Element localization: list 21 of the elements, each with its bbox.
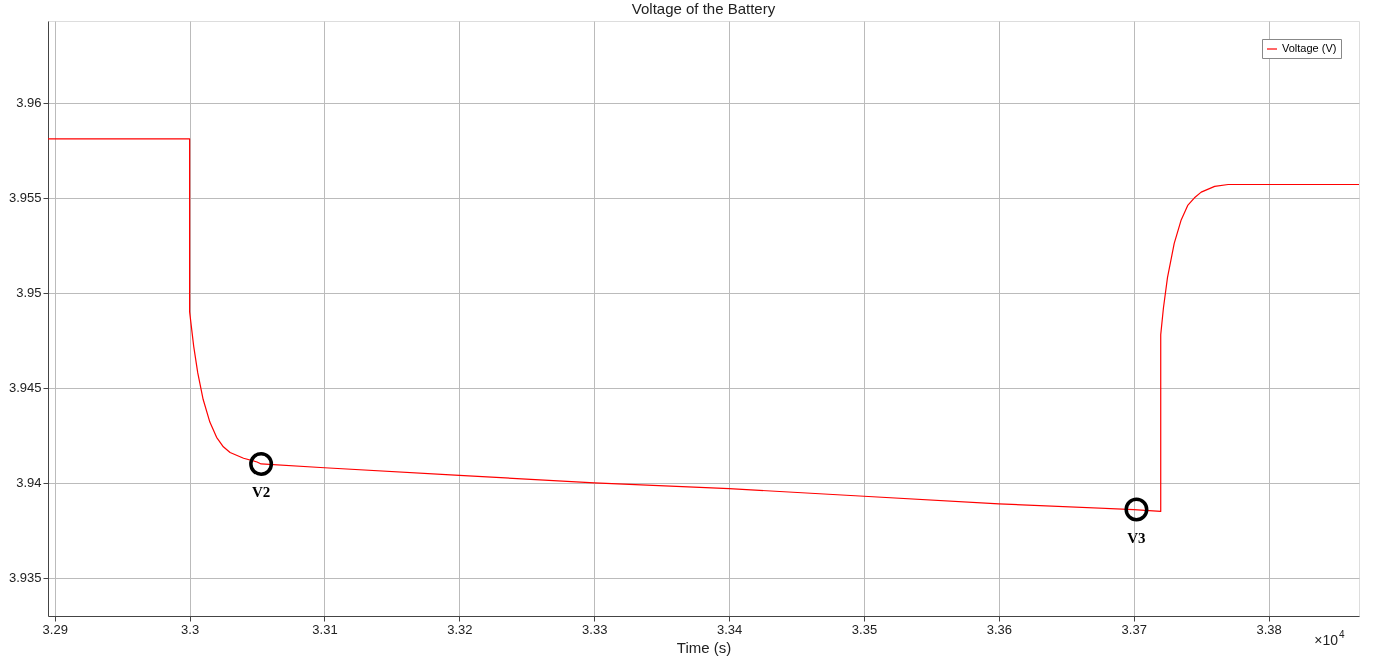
y-tick-label: 3.955 <box>8 190 42 206</box>
x-tick-label: 3.35 <box>851 621 878 637</box>
y-tick-label: 3.96 <box>16 95 42 111</box>
x-tick-label: 3.3 <box>181 621 200 637</box>
y-tick-label: 3.945 <box>8 380 42 396</box>
y-tick-label: 3.94 <box>16 475 42 491</box>
x-tick-label: 3.29 <box>42 621 68 637</box>
legend-label: Voltage (V) <box>1282 42 1337 54</box>
x-tick-label: 3.32 <box>447 621 473 637</box>
x-tick-label: 3.38 <box>1256 621 1282 637</box>
x-tick-label: 3.33 <box>582 621 608 637</box>
x-tick-label: 3.34 <box>716 621 743 637</box>
x-tick-label: 3.37 <box>1121 621 1147 637</box>
x-tick-label: 3.31 <box>312 621 338 637</box>
x-axis-title: Time (s) <box>676 638 732 656</box>
annotation: V3 <box>1127 529 1146 546</box>
y-tick-label: 3.935 <box>8 570 42 586</box>
annotation: V2 <box>251 483 271 500</box>
y-tick-label: 3.95 <box>16 285 42 301</box>
chart-title: Voltage of the Battery <box>631 0 776 17</box>
x-tick-label: 3.36 <box>986 621 1013 637</box>
